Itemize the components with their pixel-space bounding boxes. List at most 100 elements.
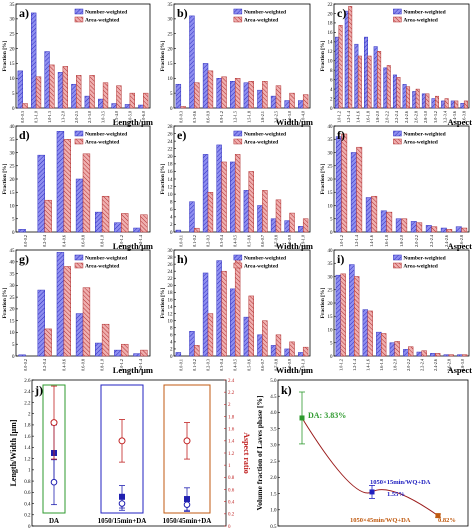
legend-label-number: Number-weighted: [85, 256, 127, 262]
number-weighted-bar: [410, 221, 417, 233]
x-category-label: 1.6-1.8: [384, 235, 389, 247]
fit-curve: [301, 417, 439, 517]
number-weighted-bar: [430, 353, 436, 357]
y-tick-label: 15: [10, 191, 16, 196]
number-weighted-bar: [298, 226, 304, 233]
y-tick-label: 8: [330, 69, 333, 74]
area-weighted-bar: [435, 95, 439, 109]
area-weighted-bar: [463, 100, 468, 109]
x-category-label: 0.4-0.6: [61, 359, 66, 371]
x-category-label: 2.2-2.4: [419, 358, 424, 371]
y-tick-label: 26: [168, 263, 174, 268]
area-weighted-bar: [63, 266, 71, 357]
y-axis-label: Fraction [%]: [2, 40, 8, 71]
y-tick-label: 25: [328, 165, 334, 170]
y-tick-label: 10: [168, 319, 174, 324]
y-tick-label: 6: [170, 334, 173, 339]
x-axis-label: Aspect: [447, 241, 472, 251]
legend: Number-weighted Area-weighted: [74, 8, 127, 24]
x-category-label: 1.0-1.2: [119, 235, 124, 247]
y2-tick-label: 0.4: [228, 500, 235, 505]
y-tick-label: 35: [328, 262, 334, 267]
width-marker: [50, 478, 58, 486]
y-tick-label: 24: [168, 270, 174, 275]
panel-label: k): [281, 383, 292, 397]
area-weighted-bar: [44, 199, 52, 233]
area-weighted-bar: [386, 211, 393, 233]
number-weighted-bar: [175, 352, 182, 357]
x-category-label: 0.6-0.8: [81, 359, 86, 371]
area-weighted-bar: [302, 346, 309, 357]
number-weighted-bar: [365, 197, 372, 233]
number-weighted-bar: [18, 354, 26, 357]
legend: Number-weighted Area-weighted: [393, 254, 446, 270]
y-tick-label: 1.0: [270, 509, 277, 514]
y-tick-label: 15: [168, 62, 174, 67]
y-tick-label: 30: [328, 275, 334, 280]
legend-label-number: Number-weighted: [244, 132, 286, 138]
histogram-panel-3: 0 2 4 6 8 10 12 14 16 18 20 22 1.0-1.2 1.2-1.4 1.4-1.6…: [320, 3, 472, 127]
y-tick-label: 25: [10, 296, 16, 301]
y-tick-label: 0.8: [24, 480, 31, 485]
number-weighted-bar: [344, 10, 349, 109]
number-weighted-bar: [443, 354, 450, 357]
area-weighted-bar: [262, 190, 268, 233]
x-axis-label: Width/μm: [276, 365, 313, 375]
area-weighted-bar: [262, 81, 268, 109]
number-weighted-bar: [441, 100, 446, 109]
x-category-label: 2.6-2.8: [459, 235, 464, 247]
y-tick-label: 25: [168, 33, 174, 38]
x-category-label: 1.0-1.2: [339, 235, 344, 247]
area-weighted-bar: [221, 161, 227, 233]
y-tick-label: 14: [168, 178, 174, 183]
y-tick-label: 0: [12, 355, 15, 360]
area-weighted-bar: [408, 346, 414, 357]
y-tick-label: 16: [328, 31, 334, 36]
y-tick-label: 20: [10, 178, 16, 183]
y-tick-label: 45: [10, 249, 16, 254]
number-weighted-bar: [189, 201, 195, 233]
area-weighted-bar: [221, 76, 227, 109]
area-weighted-bar: [406, 86, 411, 109]
x-category-label: 3.2-3.4: [442, 110, 447, 123]
y-tick-label: 1.6: [24, 435, 31, 440]
panel-label: c): [337, 6, 346, 20]
area-weighted-bar: [35, 76, 42, 109]
number-weighted-bar: [364, 36, 368, 109]
histogram-panel-1: 0 5 10 15 20 25 30 35 0.0-0.3 0.3-1.0 1.0-1.3 1.3-2…: [2, 3, 153, 127]
x-axis-label: Width/μm: [276, 241, 313, 251]
number-weighted-bar: [335, 136, 342, 233]
number-weighted-bar: [37, 289, 45, 357]
number-weighted-bar: [349, 264, 355, 357]
y-tick-label: 1.4: [24, 446, 31, 451]
y-tick-label: 10: [328, 60, 334, 65]
y-tick-label: 20: [328, 12, 334, 17]
x-category-label: 2.0-2.2: [414, 235, 419, 247]
y-tick-label: 28: [168, 256, 174, 261]
y-tick-label: 0.4: [24, 502, 31, 507]
y-tick-label: 40: [328, 125, 334, 130]
x-category-label: 0.6-0.7: [260, 235, 265, 247]
area-weighted-bar: [371, 195, 378, 233]
y-tick-label: 4.5: [270, 395, 277, 400]
area-weighted-bar: [101, 195, 110, 233]
legend-label-area: Area-weighted: [244, 140, 278, 146]
number-weighted-bar: [175, 83, 182, 109]
panel-label: d): [19, 128, 30, 142]
x-category-label: 0.8-0.9: [287, 359, 292, 371]
y-tick-label: 15: [328, 315, 334, 320]
x-category-label: 3.4-3.6: [452, 111, 457, 123]
legend-label-number: Number-weighted: [403, 10, 445, 16]
aspect-ratio-marker: [118, 437, 126, 445]
y-tick-label: 0: [330, 231, 333, 236]
x-category-label: 3.0-4.0: [301, 111, 306, 123]
area-weighted-bar: [140, 214, 148, 233]
x-category-label: 0.6-0.8: [81, 235, 86, 247]
legend-swatch-number: [74, 8, 84, 15]
panel-label: i): [337, 252, 344, 266]
number-weighted-bar: [354, 43, 359, 109]
area-weighted-bar: [63, 139, 71, 233]
area-weighted-bar: [354, 276, 360, 357]
number-weighted-bar: [111, 103, 117, 109]
